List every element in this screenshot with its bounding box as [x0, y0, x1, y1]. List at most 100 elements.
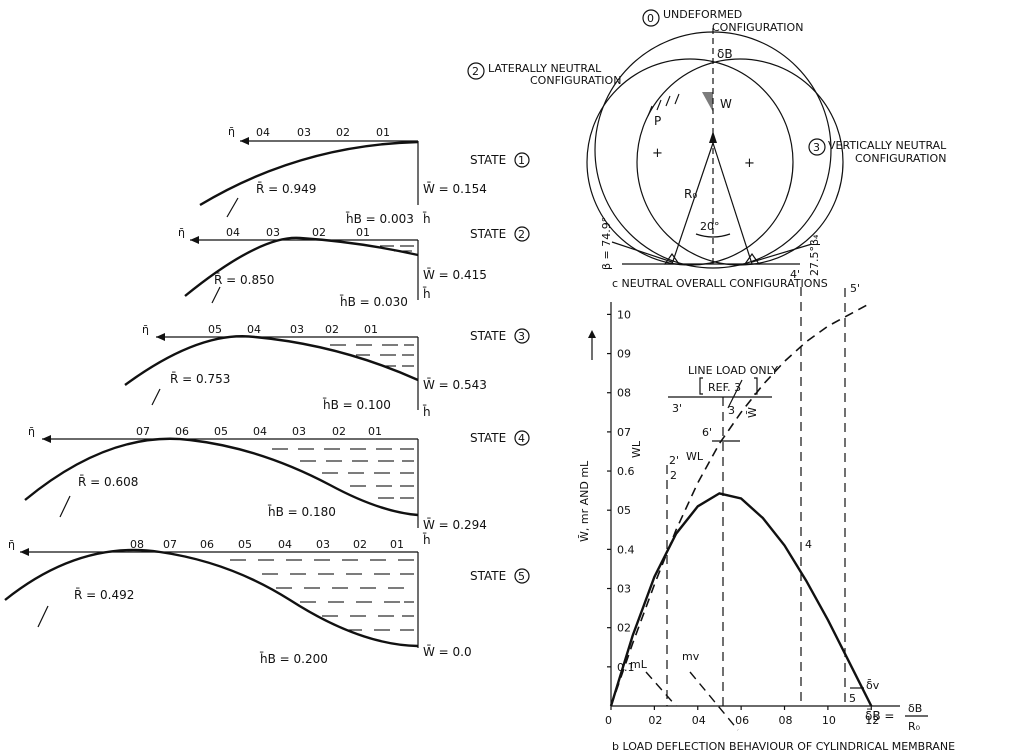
x-axis-label: δ̄B =	[865, 709, 894, 723]
state-1-tick-2: 02	[336, 126, 350, 139]
state-1-label: STATE	[470, 153, 506, 167]
state-5-tick-7: 01	[390, 538, 404, 551]
state-3-R: R̄ = 0.753	[170, 372, 230, 386]
center-cross-right: +	[744, 156, 755, 171]
undeformed-label-2: CONFIGURATION	[712, 21, 803, 34]
state-4-hB: h̄B = 0.180	[268, 505, 336, 519]
state-1-membrane-curve	[199, 140, 419, 207]
vertically-neutral-circle	[636, 58, 844, 266]
panel-c: + + 0 UNDEFORMED CONFIGURATION 2 LATERAL…	[467, 8, 947, 290]
beta-right-line	[751, 243, 813, 263]
line-load-only-series	[610, 301, 872, 707]
x-tick-group: 0 02 04 06 08 10 12	[605, 706, 879, 727]
pt-4: 4	[805, 538, 812, 551]
state-1-tick-0: 04	[256, 126, 270, 139]
state-5-eta: η̄	[8, 538, 15, 551]
state-1-circle	[514, 152, 530, 168]
state-1-panel: η̄ 04 03 02 01 STATE 1 R̄ = 0.949 W̄ = 0…	[199, 125, 530, 226]
ml-line	[645, 671, 677, 707]
state-4-tick-1: 06	[175, 425, 189, 438]
state-5-W: W̄ = 0.0	[423, 645, 472, 659]
state-4-tick-3: 04	[253, 425, 267, 438]
state-2-tick-1: 03	[266, 226, 280, 239]
delta-b-label: δB	[717, 47, 733, 61]
radius-line-right	[712, 142, 753, 265]
y-tick-label: 08	[617, 387, 631, 400]
state-4-eta: η̄	[28, 425, 35, 438]
delta-v-label: δ̄v	[866, 679, 880, 692]
state-5-tick-5: 03	[316, 538, 330, 551]
state-3-tick-4: 01	[364, 323, 378, 336]
state-5-tick-4: 04	[278, 538, 292, 551]
state-4-radius-arrow	[59, 495, 71, 518]
state-4-axis-arrow	[42, 435, 51, 443]
annot-line-load: LINE LOAD ONLY	[688, 364, 778, 377]
state-3-tick-1: 04	[247, 323, 261, 336]
pt-6prime: 6'	[702, 426, 712, 439]
y-tick-label: 0.6	[617, 465, 635, 478]
beta-right-label: 27.5°β₄	[808, 234, 821, 276]
center-marker	[709, 131, 717, 143]
state-4-tick-2: 05	[214, 425, 228, 438]
state-1-h: h̄	[423, 212, 431, 226]
state-1-radius-arrow	[226, 197, 239, 218]
state-5-panel: η̄ 08 07 06 05 04 03 02 01 STATE 5 R̄ = …	[4, 538, 530, 666]
wl-label-right: WL	[686, 450, 704, 463]
p-label: P	[654, 114, 661, 128]
state-2-circle	[514, 226, 530, 242]
vertical-label-2: CONFIGURATION	[855, 152, 946, 165]
state-2-membrane-curve	[184, 236, 419, 297]
state-1-tick-3: 01	[376, 126, 390, 139]
state-2-eta: η̄	[178, 226, 185, 239]
panel-c-caption: c NEUTRAL OVERALL CONFIGURATIONS	[612, 277, 828, 290]
state-5-tick-0: 08	[130, 538, 144, 551]
undeformed-circle-tag	[642, 9, 660, 27]
center-cross-left: +	[652, 146, 663, 161]
state-4-water-hatch	[272, 448, 414, 499]
state-3-radius-arrow	[151, 388, 161, 406]
state-1-tick-1: 03	[297, 126, 311, 139]
state-2-water-hatch	[380, 245, 414, 252]
mv-label: mv	[682, 650, 700, 663]
state-3-tick-2: 03	[290, 323, 304, 336]
pt-4prime: 4'	[790, 268, 800, 281]
x-tick-label: 02	[648, 714, 662, 727]
ref-bracket-right	[754, 377, 758, 395]
state-5-radius-arrow	[37, 605, 49, 628]
state-5-hB: h̄B = 0.200	[260, 652, 328, 666]
pt-3prime: 3'	[672, 402, 682, 415]
undeformed-label: UNDEFORMED	[663, 8, 742, 21]
pressure-hatch	[647, 93, 680, 117]
state-4-tick-0: 07	[136, 425, 150, 438]
state-3-label: STATE	[470, 329, 506, 343]
pt-2prime: 2'	[669, 454, 679, 467]
x-tick-label: 10	[822, 714, 836, 727]
state-4-membrane-curve	[24, 437, 419, 517]
state-1-eta: η̄	[228, 125, 235, 138]
mv-line	[689, 671, 739, 731]
state-2-radius-arrow	[211, 286, 221, 304]
ml-label: mL	[630, 658, 648, 671]
y-tick-label: 02	[617, 622, 631, 635]
state-4-tick-6: 01	[368, 425, 382, 438]
vertical-num: 3	[813, 141, 820, 154]
state-3-circle	[514, 328, 530, 344]
state-3-tick-3: 02	[325, 323, 339, 336]
state-2-tick-3: 01	[356, 226, 370, 239]
vertical-label: VERTICALLY NEUTRAL	[828, 139, 947, 152]
y-tick-label: 07	[617, 426, 631, 439]
pt-5: 5	[849, 692, 856, 705]
state-2-axis-arrow	[190, 236, 199, 244]
state-5-R: R̄ = 0.492	[74, 588, 134, 602]
y-tick-label: 05	[617, 504, 631, 517]
state-2-R: R̄ = 0.850	[214, 273, 274, 287]
state-3-h: h̄	[423, 405, 431, 419]
undeformed-num: 0	[647, 12, 654, 25]
x-tick-label: 08	[779, 714, 793, 727]
state-3-W: W̄ = 0.543	[423, 378, 487, 392]
support-right	[743, 252, 761, 265]
lateral-label: LATERALLY NEUTRAL	[488, 62, 602, 75]
y-axis-arrowhead	[588, 330, 596, 338]
state-5-num: 5	[518, 570, 525, 583]
